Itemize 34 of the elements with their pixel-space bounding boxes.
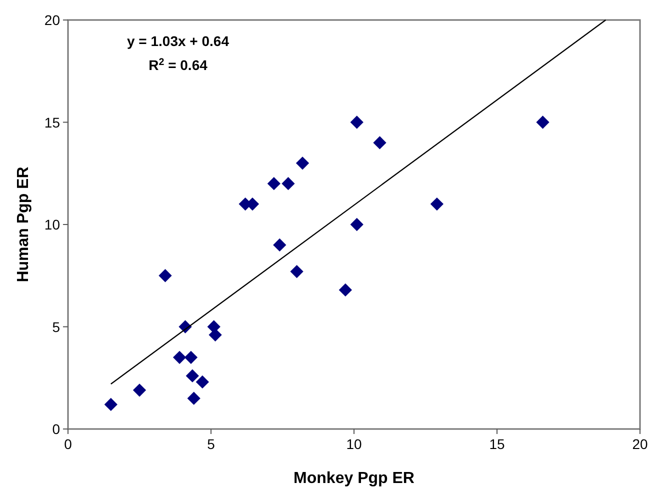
point [536,116,550,129]
x-tick-label: 5 [207,436,216,452]
y-tick-label: 0 [52,421,60,437]
x-tick-label: 15 [489,436,505,452]
x-tick-label: 0 [64,436,72,452]
point [267,177,280,190]
point [350,218,364,232]
point [373,136,386,150]
point [282,177,295,190]
y-tick-label: 15 [44,114,60,130]
point [184,350,198,364]
point [196,375,209,389]
point [104,398,118,412]
y-tick-label: 10 [44,216,60,232]
point [290,264,304,278]
y-tick-label: 20 [44,12,60,28]
point [158,269,172,282]
point [338,283,352,297]
y-axis-title: Human Pgp ER [15,166,32,282]
point [208,328,222,342]
x-axis-title: Monkey Pgp ER [294,470,415,487]
annotation: y = 1.03x + 0.64 [127,33,230,49]
point [296,156,310,170]
point [172,350,186,364]
point [350,116,364,129]
y-tick-label: 5 [52,318,60,335]
annotation: R$^{2}$ = 0.64 [148,56,208,73]
point [186,369,199,382]
x-tick-label: 10 [346,436,362,452]
point [273,238,286,252]
point [430,197,444,211]
point [187,392,200,405]
x-tick-label: 20 [632,436,648,452]
point [132,384,146,397]
